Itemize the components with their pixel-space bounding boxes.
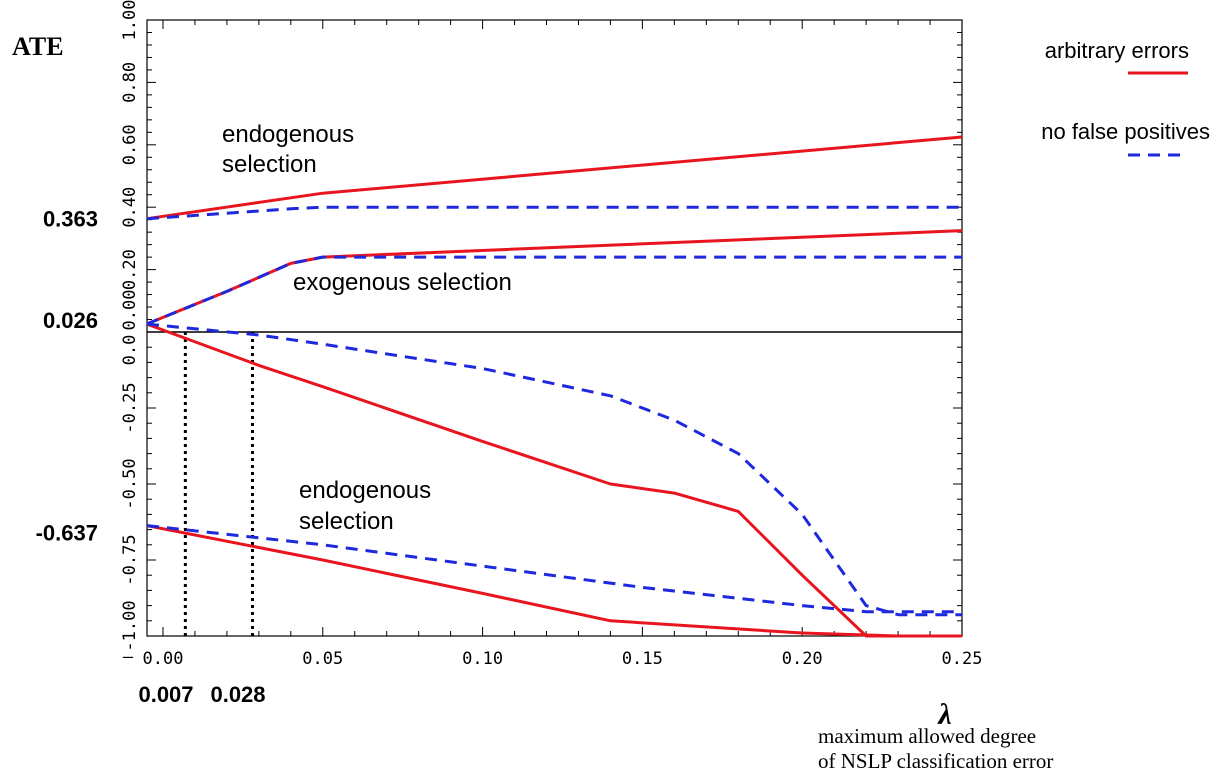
series-endogenous-selection-upper-arbitrary-errors: [146, 135, 963, 221]
x-axis-desc-1: maximum allowed degree: [818, 724, 1036, 748]
x-tick-label: 0.15: [622, 649, 663, 669]
annotation-exogenous: exogenous selection: [293, 269, 512, 296]
x-tick-label: 0.00: [143, 649, 184, 669]
series-endogenous-selection-upper-no-false-positives: [146, 205, 962, 221]
legend-label-no-false-positives: no false positives: [1041, 119, 1210, 144]
x-tick-label: 0.05: [302, 649, 343, 669]
series-endogenous-selection-lower-no-false-positives: [146, 524, 962, 614]
highlight-value-1: 0.026: [43, 308, 98, 333]
series-endogenous-selection-lower-arbitrary-errors: [146, 524, 962, 638]
highlight-value-2: -0.637: [36, 521, 98, 546]
series-exogenous-selection-lower-no-false-positives: [146, 322, 962, 617]
annotation-endogenous-lower-1: endogenous: [299, 477, 431, 504]
y-tick-label-upper: 0.20: [120, 249, 140, 290]
y-axis-label: ATE: [12, 32, 64, 61]
y-tick-label-upper: 0.60: [120, 124, 140, 165]
x-tick-label: 0.10: [462, 649, 503, 669]
series-exogenous-selection-upper-arbitrary-errors: [146, 229, 963, 326]
x-axis-desc-2: of NSLP classification error: [818, 749, 1053, 773]
series-exogenous-selection-lower-arbitrary-errors: [146, 322, 962, 638]
y-tick-label-lower: -0.50: [120, 458, 140, 509]
series-exogenous-selection-upper-no-false-positives: [146, 255, 962, 326]
y-tick-label-lower: -0.75: [120, 534, 140, 585]
annotation-endogenous-upper-1: endogenous: [222, 121, 354, 148]
legend-label-arbitrary-errors: arbitrary errors: [1045, 38, 1189, 63]
annotation-endogenous-lower-2: selection: [299, 508, 394, 535]
y-tick-label-upper: 0.80: [120, 62, 140, 103]
y-tick-label-upper: 1.00: [120, 0, 140, 40]
y-tick-label-upper: 0.40: [120, 187, 140, 228]
y-tick-label-upper: 0.00: [120, 290, 140, 331]
highlight-value-0: 0.363: [43, 207, 98, 232]
x-tick-label: 0.25: [942, 649, 983, 669]
annotation-endogenous-upper-2: selection: [222, 151, 317, 178]
marker-label-1: 0.028: [210, 682, 265, 707]
x-axis-dash: –: [123, 647, 134, 667]
y-tick-label-lower: 0.0: [120, 335, 140, 366]
y-tick-label-lower: -0.25: [120, 382, 140, 433]
x-axis-symbol: λ: [936, 698, 951, 731]
y-tick-label-lower: -1.00: [120, 600, 140, 651]
x-tick-label: 0.20: [782, 649, 823, 669]
marker-label-0: 0.007: [138, 682, 193, 707]
plot-frame: [146, 19, 963, 637]
